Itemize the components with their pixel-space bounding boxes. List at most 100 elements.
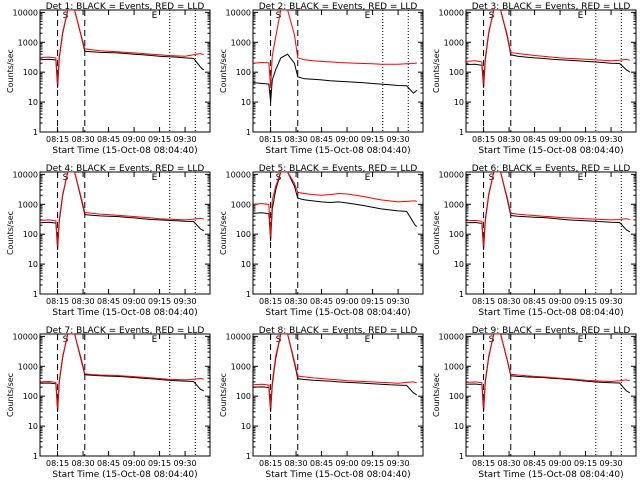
event-marker-E: E xyxy=(365,173,371,183)
event-marker-E: E xyxy=(152,335,158,345)
x-tick-label: 09:15 xyxy=(361,135,384,144)
x-tick-label: 09:30 xyxy=(387,135,410,144)
chart-title: Det 4: BLACK = Events, RED = LLD xyxy=(46,164,205,174)
event-marker-S: S xyxy=(276,335,282,345)
x-tick-label: 09:30 xyxy=(174,297,197,306)
x-tick-label: 08:45 xyxy=(97,135,120,144)
y-tick-label: 100 xyxy=(23,230,38,239)
x-tick-label: 09:30 xyxy=(600,459,623,468)
y-axis-label: Counts/sec xyxy=(219,49,228,93)
y-tick-label: 10 xyxy=(241,260,251,269)
event-marker-E: E xyxy=(365,11,371,21)
y-tick-label: 10 xyxy=(454,98,464,107)
x-tick-label: 09:30 xyxy=(600,297,623,306)
x-tick-label: 09:00 xyxy=(123,297,146,306)
series-line-lld xyxy=(40,334,204,409)
x-tick-label: 08:30 xyxy=(72,297,95,306)
x-tick-label: 09:00 xyxy=(123,135,146,144)
x-axis-label: Start Time (15-Oct-08 08:04:40) xyxy=(265,470,410,480)
x-tick-label: 09:15 xyxy=(148,135,171,144)
y-tick-label: 10000 xyxy=(226,170,251,179)
y-tick-label: 10 xyxy=(454,260,464,269)
y-axis-label: Counts/sec xyxy=(432,373,441,417)
y-tick-label: 1 xyxy=(246,452,251,461)
y-tick-label: 1 xyxy=(33,290,38,299)
x-axis-label: Start Time (15-Oct-08 08:04:40) xyxy=(265,146,410,156)
event-marker-S: S xyxy=(489,11,495,21)
x-tick-label: 09:00 xyxy=(336,297,359,306)
y-tick-label: 1000 xyxy=(18,38,38,47)
series-line-lld xyxy=(253,334,417,409)
chart-panel-9: Det 9: BLACK = Events, RED = LLD 1 10 100 10… xyxy=(432,326,637,480)
plot-frame xyxy=(252,9,424,133)
y-tick-label: 10 xyxy=(241,98,251,107)
chart-title: Det 1: BLACK = Events, RED = LLD xyxy=(46,2,205,12)
x-axis-label: Start Time (15-Oct-08 08:04:40) xyxy=(52,470,197,480)
y-tick-label: 1 xyxy=(246,290,251,299)
x-tick-label: 08:45 xyxy=(523,297,546,306)
x-tick-label: 09:30 xyxy=(174,459,197,468)
x-axis-label: Start Time (15-Oct-08 08:04:40) xyxy=(478,470,623,480)
plot-frame xyxy=(465,171,637,295)
x-axis-label: Start Time (15-Oct-08 08:04:40) xyxy=(478,308,623,318)
x-tick-label: 09:00 xyxy=(549,135,572,144)
event-marker-S: S xyxy=(63,335,69,345)
x-tick-label: 09:15 xyxy=(574,297,597,306)
y-tick-label: 10 xyxy=(28,98,38,107)
series-line-events xyxy=(253,53,418,103)
y-tick-label: 10000 xyxy=(439,332,464,341)
chart-panel-7: Det 7: BLACK = Events, RED = LLD 1 10 100 10… xyxy=(6,326,211,480)
x-axis-label: Start Time (15-Oct-08 08:04:40) xyxy=(478,146,623,156)
y-tick-label: 10 xyxy=(28,422,38,431)
x-tick-label: 08:30 xyxy=(285,459,308,468)
y-tick-label: 1000 xyxy=(444,38,464,47)
chart-panel-4: Det 4: BLACK = Events, RED = LLD 1 10 100 10… xyxy=(6,164,211,318)
x-tick-label: 09:00 xyxy=(336,459,359,468)
y-tick-label: 100 xyxy=(236,230,251,239)
x-tick-label: 08:45 xyxy=(310,135,333,144)
y-tick-label: 10 xyxy=(28,260,38,269)
y-tick-label: 10000 xyxy=(13,332,38,341)
x-tick-label: 08:30 xyxy=(285,135,308,144)
y-tick-label: 1000 xyxy=(18,362,38,371)
x-tick-label: 08:30 xyxy=(498,135,521,144)
x-tick-label: 09:30 xyxy=(600,135,623,144)
x-tick-label: 08:30 xyxy=(498,459,521,468)
event-marker-S: S xyxy=(63,173,69,183)
series-line-lld xyxy=(466,172,630,247)
y-tick-label: 1 xyxy=(459,452,464,461)
x-tick-label: 08:45 xyxy=(310,297,333,306)
x-tick-label: 08:30 xyxy=(72,135,95,144)
y-axis-label: Counts/sec xyxy=(219,373,228,417)
event-marker-S: S xyxy=(63,11,69,21)
x-tick-label: 09:30 xyxy=(387,297,410,306)
x-tick-label: 08:15 xyxy=(259,297,282,306)
y-tick-label: 10000 xyxy=(439,170,464,179)
y-tick-label: 1 xyxy=(33,128,38,137)
series-line-lld xyxy=(40,10,204,85)
series-line-lld xyxy=(466,334,630,409)
x-tick-label: 08:15 xyxy=(259,459,282,468)
y-tick-label: 100 xyxy=(236,392,251,401)
y-tick-label: 1 xyxy=(459,290,464,299)
plot-frame xyxy=(252,333,424,457)
x-tick-label: 08:30 xyxy=(72,459,95,468)
event-marker-E: E xyxy=(578,11,584,21)
y-tick-label: 100 xyxy=(449,68,464,77)
event-marker-S: S xyxy=(276,11,282,21)
series-line-lld xyxy=(253,172,417,238)
y-tick-label: 10000 xyxy=(226,8,251,17)
chart-panel-8: Det 8: BLACK = Events, RED = LLD 1 10 100 10… xyxy=(219,326,424,480)
y-tick-label: 100 xyxy=(23,68,38,77)
x-tick-label: 08:30 xyxy=(285,297,308,306)
y-axis-label: Counts/sec xyxy=(6,211,15,255)
y-axis-label: Counts/sec xyxy=(219,211,228,255)
chart-panel-1: Det 1: BLACK = Events, RED = LLD 1 10 100 10… xyxy=(6,2,211,156)
x-tick-label: 09:15 xyxy=(574,135,597,144)
x-axis-label: Start Time (15-Oct-08 08:04:40) xyxy=(265,308,410,318)
event-marker-E: E xyxy=(152,173,158,183)
event-marker-E: E xyxy=(578,335,584,345)
chart-title: Det 5: BLACK = Events, RED = LLD xyxy=(259,164,418,174)
y-tick-label: 1 xyxy=(33,452,38,461)
